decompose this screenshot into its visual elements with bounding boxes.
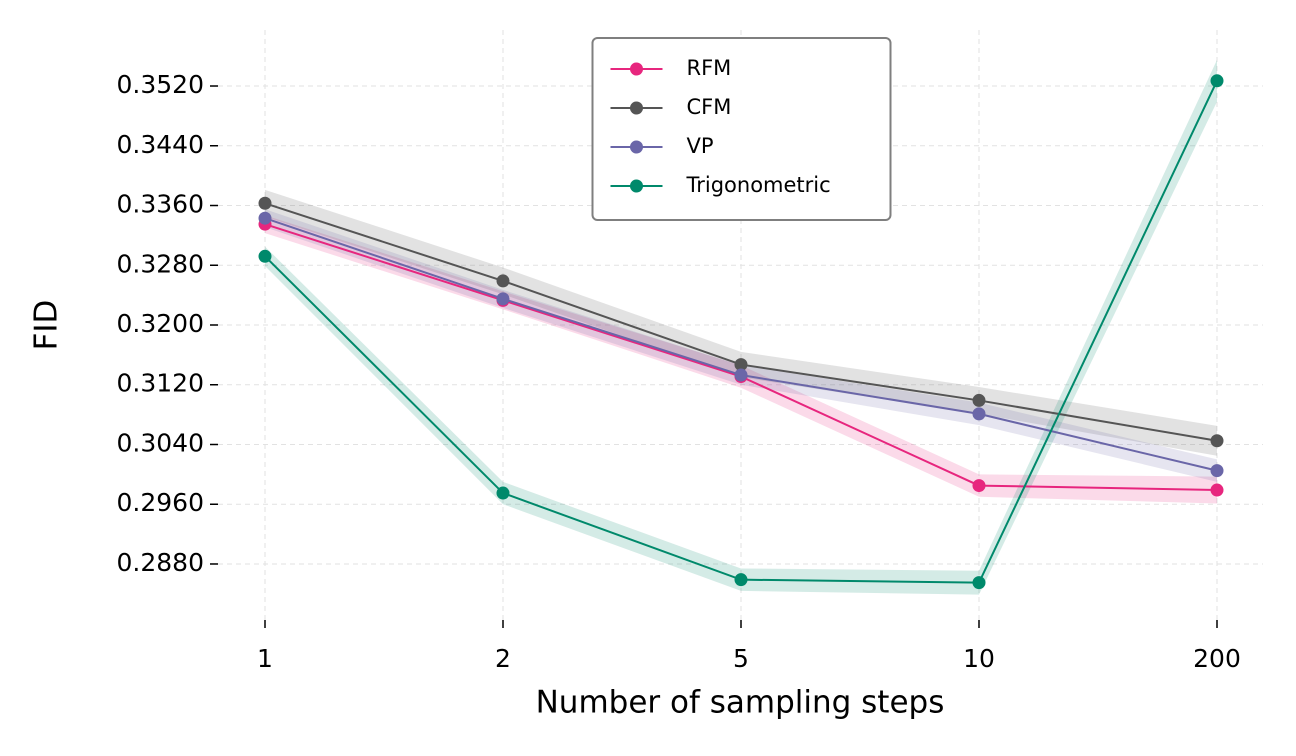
x-tick-label: 10 (963, 644, 995, 673)
y-tick-label: 0.3440 (117, 130, 204, 159)
data-point (972, 576, 986, 590)
data-point (496, 292, 510, 306)
x-tick-label: 200 (1193, 644, 1241, 673)
y-tick-label: 0.3520 (117, 70, 204, 99)
data-point (734, 368, 748, 382)
legend-marker (630, 62, 643, 76)
x-tick-label: 2 (495, 644, 511, 673)
data-point (258, 249, 272, 263)
data-point (1210, 464, 1224, 478)
error-band (265, 189, 1217, 456)
y-tick-label: 0.3200 (117, 309, 204, 338)
y-axis-label: FID (29, 300, 65, 351)
y-tick-label: 0.3120 (117, 369, 204, 398)
data-point (1210, 74, 1224, 88)
x-tick-label: 5 (733, 644, 749, 673)
legend-label: Trigonometric (686, 173, 831, 197)
y-tick-label: 0.3360 (117, 190, 204, 219)
data-point (496, 486, 510, 500)
legend-marker (630, 101, 643, 115)
y-tick-label: 0.3040 (117, 428, 204, 457)
legend: RFM CFM VP Trigonometric (591, 37, 892, 221)
data-point (258, 196, 272, 210)
data-point (734, 358, 748, 372)
legend-label: RFM (687, 56, 732, 80)
legend-label: CFM (687, 95, 732, 119)
y-tick-label: 0.2960 (117, 488, 204, 517)
data-point (972, 393, 986, 407)
data-point (258, 211, 272, 225)
data-point (1210, 483, 1224, 497)
data-point (972, 479, 986, 493)
legend-marker (630, 140, 643, 154)
x-tick-label: 1 (257, 644, 273, 673)
y-tick-label: 0.3280 (117, 249, 204, 278)
legend-label: VP (687, 134, 714, 158)
data-point (496, 274, 510, 288)
data-point (734, 573, 748, 587)
data-point (1210, 434, 1224, 448)
x-axis-label: Number of sampling steps (536, 685, 945, 721)
y-tick-label: 0.2880 (117, 548, 204, 577)
legend-box (591, 37, 892, 221)
legend-marker (630, 179, 643, 193)
data-point (972, 407, 986, 421)
